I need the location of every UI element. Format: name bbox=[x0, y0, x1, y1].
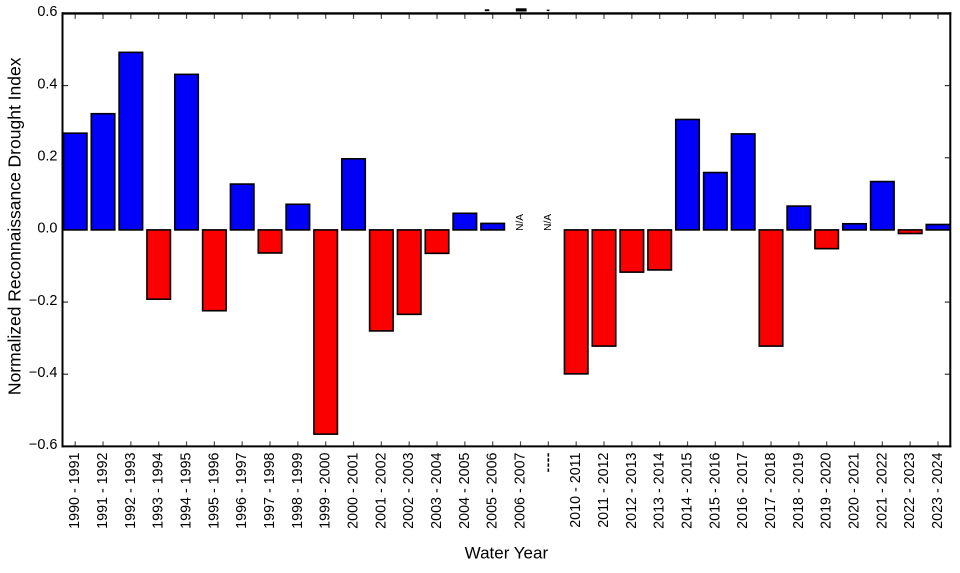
svg-text:Water Year: Water Year bbox=[465, 544, 549, 563]
svg-text:1996 - 1997: 1996 - 1997 bbox=[234, 452, 250, 528]
svg-text:1995 - 1996: 1995 - 1996 bbox=[206, 452, 222, 528]
svg-text:2000 - 2001: 2000 - 2001 bbox=[346, 452, 362, 528]
svg-text:1990 - 1991: 1990 - 1991 bbox=[67, 452, 83, 528]
svg-text:1991 - 1992: 1991 - 1992 bbox=[95, 452, 111, 528]
svg-text:2011 - 2012: 2011 - 2012 bbox=[596, 452, 612, 527]
svg-text:1992 - 1993: 1992 - 1993 bbox=[123, 452, 139, 528]
svg-text:−0.4: −0.4 bbox=[29, 365, 58, 381]
svg-text:2014 - 2015: 2014 - 2015 bbox=[680, 452, 696, 528]
svg-text:2013 - 2014: 2013 - 2014 bbox=[652, 452, 668, 528]
svg-text:2012 - 2013: 2012 - 2013 bbox=[624, 452, 640, 528]
svg-text:1998 - 1999: 1998 - 1999 bbox=[290, 452, 306, 528]
svg-text:1993 - 1994: 1993 - 1994 bbox=[151, 452, 167, 528]
svg-text:0.0: 0.0 bbox=[37, 221, 57, 237]
svg-text:2004 - 2005: 2004 - 2005 bbox=[457, 452, 473, 528]
svg-text:−0.2: −0.2 bbox=[29, 293, 58, 309]
svg-text:2019 - 2020: 2019 - 2020 bbox=[819, 452, 835, 528]
svg-text:2006 - 2007: 2006 - 2007 bbox=[513, 452, 529, 528]
svg-text:2018 - 2019: 2018 - 2019 bbox=[791, 452, 807, 528]
svg-text:0.6: 0.6 bbox=[37, 4, 57, 20]
svg-text:2001 - 2002: 2001 - 2002 bbox=[373, 452, 389, 528]
svg-text:2010 - 2011: 2010 - 2011 bbox=[568, 452, 584, 527]
svg-text:Normalized Reconnaissance Drou: Normalized Reconnaissance Drought Index bbox=[4, 57, 24, 395]
svg-text:N/A: N/A bbox=[515, 214, 526, 231]
svg-text:0.2: 0.2 bbox=[37, 148, 57, 164]
svg-text:2005 - 2006: 2005 - 2006 bbox=[485, 452, 501, 528]
svg-text:2017 - 2018: 2017 - 2018 bbox=[763, 452, 779, 528]
svg-text:2016 - 2017: 2016 - 2017 bbox=[735, 452, 751, 528]
svg-text:0.4: 0.4 bbox=[37, 76, 57, 92]
svg-text:2002 - 2003: 2002 - 2003 bbox=[401, 452, 417, 528]
svg-text:2022 - 2023: 2022 - 2023 bbox=[902, 452, 918, 528]
svg-text:2015 - 2016: 2015 - 2016 bbox=[707, 452, 723, 528]
svg-text:1999 - 2000: 1999 - 2000 bbox=[318, 452, 334, 528]
svg-text:1997 - 1998: 1997 - 1998 bbox=[262, 452, 278, 528]
svg-text:−0.6: −0.6 bbox=[29, 437, 58, 453]
svg-text:2003 - 2004: 2003 - 2004 bbox=[429, 452, 445, 528]
svg-text:2023 - 2024: 2023 - 2024 bbox=[930, 452, 946, 528]
svg-text:2021 - 2022: 2021 - 2022 bbox=[874, 452, 890, 528]
svg-text:2020 - 2021: 2020 - 2021 bbox=[847, 452, 863, 528]
svg-text:N/A: N/A bbox=[543, 214, 554, 231]
svg-text:1994 - 1995: 1994 - 1995 bbox=[179, 452, 195, 528]
